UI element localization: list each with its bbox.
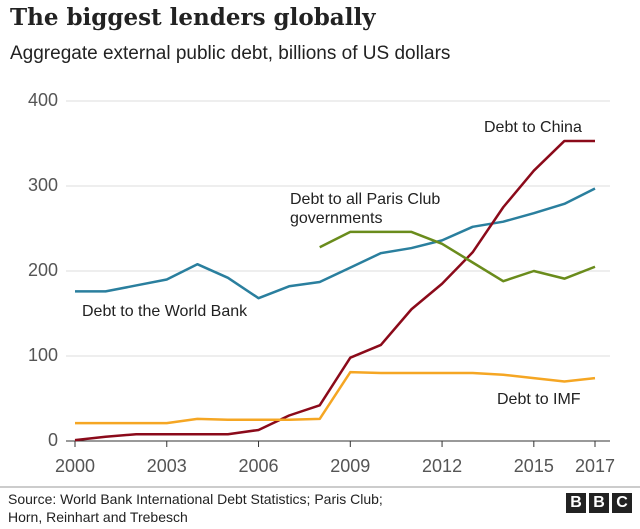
logo-letter: B xyxy=(589,493,609,513)
x-tick-label: 2006 xyxy=(239,456,279,476)
x-tick-label: 2003 xyxy=(147,456,187,476)
series-label: Debt to China xyxy=(484,119,582,136)
x-tick-label: 2015 xyxy=(514,456,554,476)
series-line xyxy=(74,139,595,442)
series-label: Debt to the World Bank xyxy=(82,303,248,320)
logo: B B C xyxy=(566,493,632,513)
series-line xyxy=(319,230,596,283)
source: Source: World Bank International Debt St… xyxy=(8,490,383,526)
y-tick-label: 300 xyxy=(28,175,58,195)
y-tick-label: 100 xyxy=(28,345,58,365)
source-line: Horn, Reinhart and Trebesch xyxy=(8,509,188,525)
x-tick-label: 2012 xyxy=(422,456,462,476)
y-tick-label: 400 xyxy=(28,90,58,110)
y-tick-label: 0 xyxy=(48,430,58,450)
series-label: Debt to all Paris Club governments xyxy=(290,191,441,227)
x-tick-label: 2000 xyxy=(55,456,95,476)
chart-title: The biggest lenders globally xyxy=(10,4,376,31)
x-tick-label: 2017 xyxy=(575,456,615,476)
y-tick-label: 200 xyxy=(28,260,58,280)
logo-letter: B xyxy=(566,493,586,513)
series-label: Debt to IMF xyxy=(497,391,581,408)
series-line xyxy=(75,370,596,425)
source-line: Source: World Bank International Debt St… xyxy=(8,491,383,507)
series-line xyxy=(75,187,596,300)
x-tick-label: 2009 xyxy=(330,456,370,476)
logo-letter: C xyxy=(612,493,632,513)
chart-subtitle: Aggregate external public debt, billions… xyxy=(10,43,451,64)
